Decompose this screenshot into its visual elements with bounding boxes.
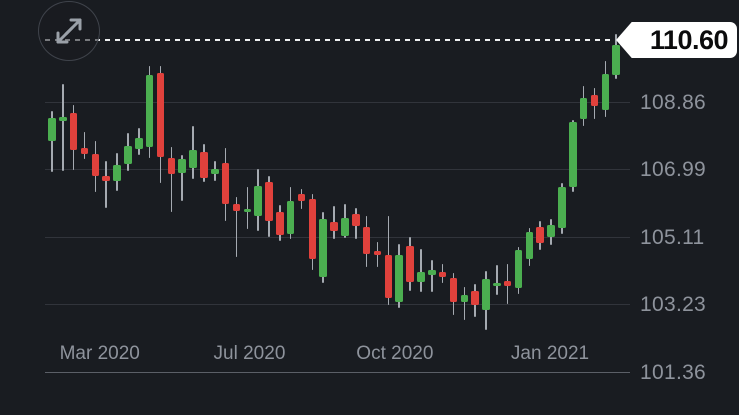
candle-wick — [235, 197, 238, 258]
last-price-value: 110.60 — [649, 25, 729, 55]
x-axis-baseline — [45, 371, 630, 373]
candle-body — [80, 148, 89, 155]
candle-body — [276, 212, 284, 235]
expand-button[interactable] — [38, 1, 100, 61]
candle-body — [558, 187, 566, 229]
candle-wick — [463, 287, 466, 321]
candle-body — [395, 255, 403, 303]
candle-body — [91, 153, 100, 176]
candle-wick — [62, 84, 64, 171]
y-gridline — [45, 168, 630, 170]
last-price-badge: 110.60 — [616, 22, 737, 58]
y-axis-tick-label: 106.99 — [640, 157, 707, 181]
candle-body — [590, 95, 599, 107]
candle-body — [308, 198, 317, 259]
candle-body — [352, 214, 360, 226]
candle-wick — [496, 265, 498, 296]
y-axis-tick-label: 103.23 — [640, 293, 707, 317]
candle-wick — [430, 260, 433, 293]
candle-body — [471, 290, 479, 306]
y-gridline — [45, 236, 630, 238]
x-axis-tick-label: Jul 2020 — [213, 343, 286, 364]
candle-body — [167, 157, 176, 175]
candle-wick — [105, 160, 108, 208]
x-axis-tick-label: Jan 2021 — [510, 343, 590, 364]
candle-body — [482, 278, 490, 311]
candle-body — [265, 182, 273, 221]
candle-body — [503, 281, 512, 286]
candle-body — [449, 278, 458, 302]
candle-body — [221, 162, 230, 204]
candle-body — [438, 272, 447, 278]
candle-body — [69, 112, 78, 151]
y-axis-tick-label: 108.86 — [640, 90, 707, 114]
candle-wick — [170, 147, 173, 213]
candle-wick — [83, 131, 86, 159]
x-axis-tick-label: Mar 2020 — [59, 343, 140, 364]
candle-body — [189, 150, 197, 168]
candle-wick — [181, 154, 183, 202]
candle-body — [178, 159, 186, 174]
candle-body — [547, 224, 555, 238]
candle-wick — [51, 111, 53, 172]
candle-body — [514, 250, 523, 288]
candle-wick — [420, 248, 422, 293]
candle-body — [232, 203, 241, 211]
candle-body — [156, 72, 165, 158]
candle-body — [569, 122, 577, 188]
candle-body — [59, 116, 67, 122]
candle-body — [493, 282, 501, 286]
candle-body — [297, 194, 306, 202]
y-axis-tick-label: 105.11 — [640, 225, 705, 249]
candle-body — [384, 255, 393, 298]
candle-wick — [246, 187, 249, 229]
candle-body — [286, 200, 295, 234]
candle-body — [330, 222, 338, 231]
candle-body — [362, 226, 371, 254]
candle-body — [579, 97, 588, 119]
candle-body — [612, 44, 620, 76]
y-axis-tick-label: 101.36 — [640, 360, 707, 384]
candle-body — [210, 168, 219, 174]
candle-body — [113, 165, 121, 181]
candle-body — [200, 151, 208, 178]
candle-body — [341, 218, 349, 236]
candle-body — [417, 272, 425, 283]
candle-body — [124, 146, 132, 165]
candle-body — [427, 269, 436, 276]
candle-body — [102, 175, 111, 181]
candle-body — [406, 245, 414, 283]
candle-body — [145, 75, 154, 148]
candle-body — [135, 137, 143, 150]
candle-body — [243, 209, 252, 213]
candle-body — [48, 117, 56, 141]
expand-diagonal-arrows-icon — [56, 18, 82, 44]
candle-body — [319, 219, 328, 277]
candle-body — [601, 73, 610, 110]
candle-body — [460, 295, 469, 302]
candle-body — [373, 250, 382, 256]
y-gridline — [45, 304, 630, 306]
last-price-dotted-line — [45, 38, 622, 41]
x-axis-tick-label: Oct 2020 — [356, 343, 434, 364]
candle-body — [536, 226, 545, 243]
candle-body — [525, 232, 534, 259]
candle-body — [254, 185, 262, 216]
y-gridline — [45, 101, 630, 103]
